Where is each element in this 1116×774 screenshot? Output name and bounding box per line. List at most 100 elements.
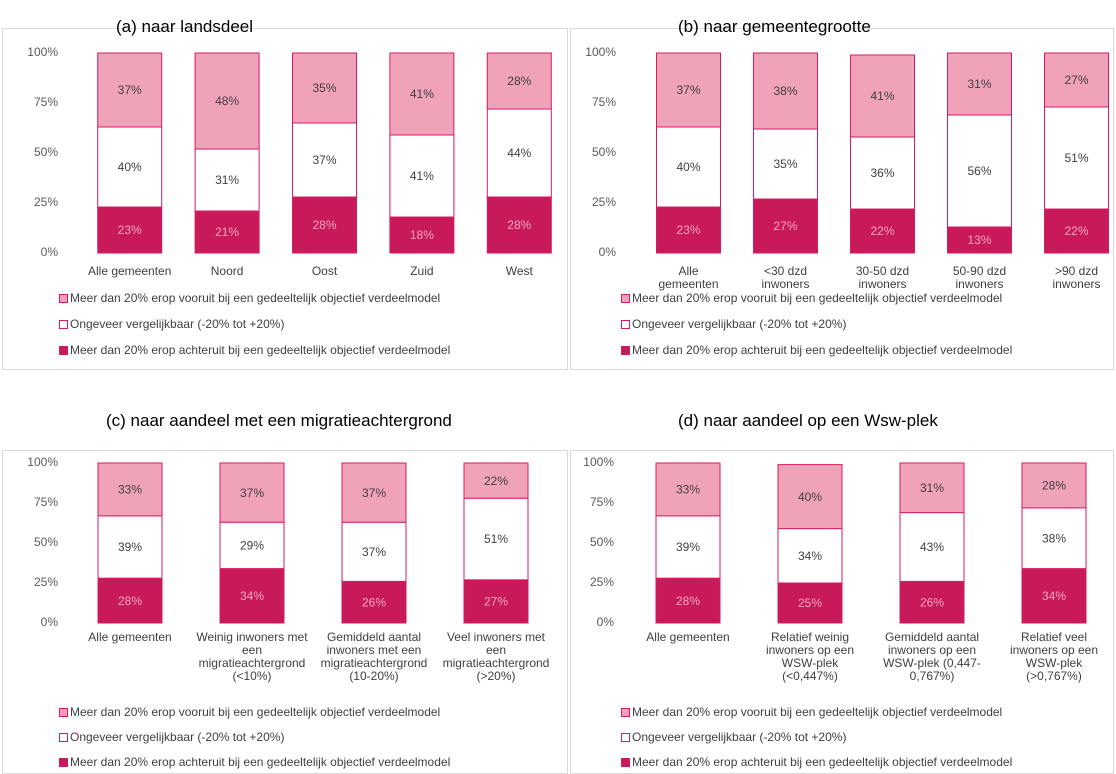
bar-segment: [777, 582, 843, 624]
bar-segment: [777, 528, 843, 584]
legend-swatch: [621, 707, 630, 717]
bar-segment: [656, 52, 721, 128]
y-tick-label: 100%: [583, 455, 614, 469]
legend-label: Ongeveer vergelijkbaar (-20% tot +20%): [70, 730, 285, 744]
chart-title: (d) naar aandeel op een Wsw-plek: [678, 411, 938, 430]
bar-segment: [753, 198, 818, 254]
chart-title: (a) naar landsdeel: [116, 17, 254, 36]
legend-swatch: [621, 732, 630, 742]
value-label: 35%: [312, 81, 336, 95]
y-tick-label: 100%: [27, 45, 58, 59]
bar-segment: [655, 515, 721, 579]
bar-segment: [1021, 462, 1087, 509]
x-tick-label: <30 dzd inwoners: [761, 264, 810, 291]
legend-label: Meer dan 20% erop vooruit bij een gedeel…: [70, 705, 441, 719]
y-tick-label: 75%: [34, 95, 58, 109]
y-tick-label: 50%: [34, 535, 58, 549]
bar-segment: [486, 196, 552, 254]
legend-swatch: [59, 707, 68, 717]
plot: 0% 25% 50% 75% 100% 28% 39% 33% 25% 34% 40% 26% 43% 3…: [583, 455, 1087, 629]
y-tick-label: 25%: [34, 195, 58, 209]
legend-label: Meer dan 20% erop achteruit bij een gede…: [70, 343, 451, 357]
legend-label: Ongeveer vergelijkbaar (-20% tot +20%): [632, 317, 847, 331]
value-label: 41%: [410, 169, 434, 183]
value-label: 31%: [920, 481, 944, 495]
value-label: 26%: [920, 595, 944, 609]
bar-segment: [655, 577, 721, 624]
legend-swatch: [621, 293, 630, 303]
x-tick-label: 50-90 dzd inwoners: [952, 264, 1007, 291]
value-label: 37%: [362, 486, 386, 500]
legend-label: Ongeveer vergelijkbaar (-20% tot +20%): [70, 317, 285, 331]
y-tick-label: 0%: [599, 245, 617, 259]
x-tick-label: >90 dzd inwoners: [1052, 264, 1101, 291]
value-label: 36%: [870, 166, 894, 180]
legend-item: Ongeveer vergelijkbaar (-20% tot +20%): [621, 730, 846, 744]
y-tick-label: 25%: [34, 575, 58, 589]
value-label: 28%: [118, 594, 142, 608]
bar-segment: [219, 462, 285, 523]
value-label: 48%: [215, 94, 239, 108]
bar-segment: [97, 515, 163, 579]
legend-label: Meer dan 20% erop achteruit bij een gede…: [632, 755, 1013, 769]
value-label: 37%: [362, 545, 386, 559]
legend-label: Meer dan 20% erop achteruit bij een gede…: [632, 343, 1013, 357]
bar-segment: [292, 52, 357, 124]
chart-panel: (c) naar aandeel met een migratieachterg…: [2, 411, 568, 774]
legend-swatch: [621, 345, 630, 355]
value-label: 34%: [240, 589, 264, 603]
value-label: 31%: [215, 173, 239, 187]
y-tick-label: 75%: [592, 95, 616, 109]
bar-segment: [389, 134, 455, 218]
bar-segment: [947, 52, 1012, 116]
chart-title: (c) naar aandeel met een migratieachterg…: [106, 411, 452, 430]
legend-item: Meer dan 20% erop achteruit bij een gede…: [621, 343, 1012, 357]
y-tick-label: 0%: [41, 615, 59, 629]
value-label: 21%: [215, 225, 239, 239]
bar-segment: [97, 126, 163, 208]
x-tick-label: 30-50 dzd inwoners: [855, 264, 910, 291]
y-tick-label: 100%: [585, 45, 616, 59]
plot: 0% 25% 50% 75% 100% 23% 40% 37% 27% 35% 38% 22% 36% 4…: [585, 45, 1109, 259]
value-label: 33%: [676, 483, 700, 497]
value-label: 28%: [507, 74, 531, 88]
plot: 0% 25% 50% 75% 100% 23% 40% 37% 21% 31% 48% 28% 37% 3…: [27, 45, 552, 259]
value-label: 22%: [1064, 224, 1088, 238]
bar-segment: [1021, 568, 1087, 624]
x-tick-label: Weinig inwoners met een migratieachtergr…: [196, 630, 308, 683]
bar-segment: [1044, 106, 1109, 210]
bar-segment: [341, 462, 407, 523]
value-label: 25%: [798, 596, 822, 610]
bar-segment: [850, 136, 915, 210]
value-label: 13%: [967, 233, 991, 247]
legend-label: Ongeveer vergelijkbaar (-20% tot +20%): [632, 730, 847, 744]
bar-segment: [850, 208, 915, 254]
value-label: 41%: [410, 87, 434, 101]
value-label: 33%: [118, 483, 142, 497]
value-label: 39%: [118, 540, 142, 554]
value-label: 27%: [773, 219, 797, 233]
x-tick-label: Relatief veel inwoners op een WSW-plek (…: [1009, 630, 1099, 683]
value-label: 37%: [312, 153, 336, 167]
legend-swatch: [59, 345, 68, 355]
value-label: 37%: [676, 83, 700, 97]
bar-segment: [97, 462, 163, 517]
value-label: 22%: [484, 474, 508, 488]
value-label: 28%: [1042, 479, 1066, 493]
bar-segment: [655, 462, 721, 517]
value-label: 40%: [798, 490, 822, 504]
x-tick-label: Oost: [311, 264, 338, 278]
legend-item: Meer dan 20% erop vooruit bij een gedeel…: [621, 705, 1002, 719]
bar-segment: [1044, 52, 1109, 108]
y-tick-label: 50%: [592, 145, 616, 159]
value-label: 37%: [118, 83, 142, 97]
x-tick-label: Alle gemeenten: [646, 630, 730, 644]
y-tick-label: 0%: [597, 615, 615, 629]
value-label: 22%: [870, 224, 894, 238]
bar-segment: [219, 521, 285, 570]
bar-segment: [656, 206, 721, 254]
bar-segment: [463, 497, 529, 581]
legend-item: Meer dan 20% erop achteruit bij een gede…: [621, 755, 1012, 769]
value-label: 28%: [312, 218, 336, 232]
value-label: 34%: [798, 549, 822, 563]
